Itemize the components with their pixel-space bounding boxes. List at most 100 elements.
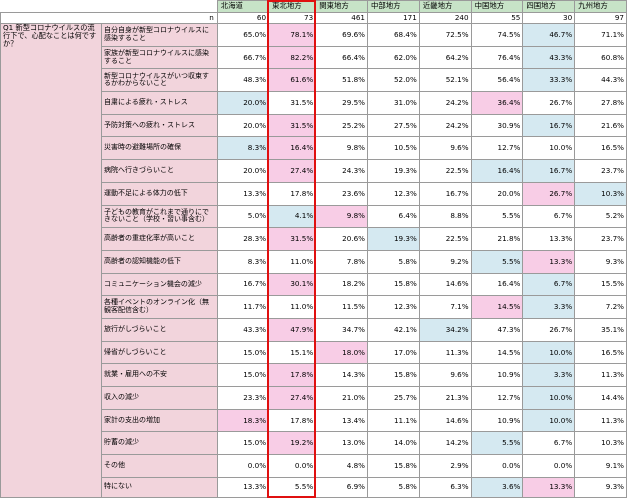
percent-cell: 11.3% — [574, 408, 627, 433]
sample-size-value: 240 — [418, 12, 472, 24]
percent-cell: 14.6% — [418, 408, 472, 433]
percent-cell: 19.2% — [268, 431, 317, 456]
table-row: Q1 新型コロナウイルスの流行下で、心配なことは何ですか？ 自分自身が新型コロナウ… — [0, 23, 627, 498]
percent-cell: 16.4% — [470, 272, 524, 297]
percent-cell: 61.6% — [268, 68, 317, 93]
percent-cell: 60.8% — [574, 45, 627, 70]
percent-cell: 72.5% — [418, 23, 472, 47]
percent-cell: 52.0% — [366, 68, 420, 93]
sample-size-value: 97 — [574, 12, 627, 24]
percent-cell: 10.0% — [522, 386, 576, 410]
percent-cell: 27.8% — [574, 91, 627, 115]
percent-cell: 76.4% — [470, 45, 524, 70]
percent-cell: 31.5% — [268, 227, 317, 251]
percent-cell: 56.4% — [470, 68, 524, 93]
region-header: 中部地方 — [366, 0, 420, 13]
answer-option-label: その他 — [100, 454, 218, 478]
percent-cell: 7.8% — [315, 249, 368, 274]
percent-cell: 16.7% — [522, 113, 576, 138]
percent-cell: 10.9% — [470, 363, 524, 387]
percent-cell: 27.5% — [366, 113, 420, 138]
sample-size-value: 30 — [522, 12, 576, 24]
percent-cell: 25.2% — [315, 113, 368, 138]
percent-cell: 4.1% — [268, 204, 317, 229]
sample-size-value: 171 — [366, 12, 420, 24]
percent-cell: 74.5% — [470, 23, 524, 47]
percent-cell: 29.5% — [315, 91, 368, 115]
percent-cell: 2.9% — [418, 454, 472, 478]
percent-cell: 8.3% — [216, 136, 270, 161]
table-row: 各種イベントのオンライン化（無観客配信含む） 11.7% 11.0% 11.5% 12.… — [1, 295, 627, 319]
table-row: 収入の減少 23.3% 27.4% 21.0% 25.7% 21.3% 12.7% 10.0%… — [1, 386, 627, 410]
percent-cell: 27.4% — [268, 386, 317, 410]
percent-cell: 19.3% — [366, 227, 420, 251]
answer-option-label: 収入の減少 — [100, 386, 218, 410]
percent-cell: 27.4% — [268, 159, 317, 183]
answer-option-label: 自粛による疲れ・ストレス — [100, 91, 218, 115]
percent-cell: 43.3% — [216, 317, 270, 342]
percent-cell: 18.2% — [315, 272, 368, 297]
percent-cell: 11.3% — [574, 363, 627, 387]
percent-cell: 10.9% — [470, 408, 524, 433]
percent-cell: 12.3% — [366, 181, 420, 206]
percent-cell: 23.7% — [574, 159, 627, 183]
percent-cell: 9.8% — [315, 204, 368, 229]
sample-size-label: n — [0, 12, 218, 24]
percent-cell: 33.3% — [522, 68, 576, 93]
percent-cell: 14.5% — [470, 295, 524, 319]
sample-size-value: 461 — [315, 12, 368, 24]
table-row: 家計の支出の増加 18.3% 17.8% 13.4% 11.1% 14.6% 10.9% 10… — [1, 408, 627, 433]
percent-cell: 5.2% — [574, 204, 627, 229]
table-row: 就業・雇用への不安 15.0% 17.8% 14.3% 15.8% 9.6% 10.9% 3.… — [1, 363, 627, 387]
percent-cell: 13.0% — [315, 431, 368, 456]
percent-cell: 12.7% — [470, 136, 524, 161]
percent-cell: 47.3% — [470, 317, 524, 342]
percent-cell: 3.6% — [470, 476, 524, 498]
region-header: 中国地方 — [470, 0, 524, 13]
region-header: 四国地方 — [522, 0, 576, 13]
percent-cell: 15.8% — [366, 454, 420, 478]
percent-cell: 16.7% — [418, 181, 472, 206]
answer-option-label: 各種イベントのオンライン化（無観客配信含む） — [100, 295, 218, 319]
percent-cell: 7.2% — [574, 295, 627, 319]
percent-cell: 18.3% — [216, 408, 270, 433]
percent-cell: 21.8% — [470, 227, 524, 251]
percent-cell: 31.5% — [268, 91, 317, 115]
percent-cell: 14.0% — [366, 431, 420, 456]
percent-cell: 20.0% — [216, 113, 270, 138]
percent-cell: 23.3% — [216, 386, 270, 410]
percent-cell: 9.6% — [418, 136, 472, 161]
region-header: 近畿地方 — [418, 0, 472, 13]
corner-cell — [0, 0, 218, 13]
percent-cell: 10.0% — [522, 136, 576, 161]
percent-cell: 22.5% — [418, 159, 472, 183]
percent-cell: 13.3% — [522, 476, 576, 498]
percent-cell: 69.6% — [315, 23, 368, 47]
percent-cell: 66.7% — [216, 45, 270, 70]
percent-cell: 30.1% — [268, 272, 317, 297]
percent-cell: 9.6% — [418, 363, 472, 387]
region-header: 東北地方 — [268, 0, 317, 13]
percent-cell: 10.0% — [522, 408, 576, 433]
table-row: 貯蓄の減少 15.0% 19.2% 13.0% 14.0% 14.2% 5.5% 6.7% 10… — [1, 431, 627, 456]
percent-cell: 15.0% — [216, 363, 270, 387]
percent-cell: 15.0% — [216, 340, 270, 365]
percent-cell: 82.2% — [268, 45, 317, 70]
percent-cell: 6.9% — [315, 476, 368, 498]
percent-cell: 65.0% — [216, 23, 270, 47]
percent-cell: 15.8% — [366, 272, 420, 297]
percent-cell: 44.3% — [574, 68, 627, 93]
percent-cell: 12.3% — [366, 295, 420, 319]
percent-cell: 14.2% — [418, 431, 472, 456]
percent-cell: 17.8% — [268, 363, 317, 387]
percent-cell: 46.7% — [522, 23, 576, 47]
percent-cell: 78.1% — [268, 23, 317, 47]
answer-option-label: 子どもの教育がこれまで通りにできないこと（学校・習い事含む） — [100, 204, 218, 229]
percent-cell: 7.1% — [418, 295, 472, 319]
percent-cell: 14.3% — [315, 363, 368, 387]
percent-cell: 17.8% — [268, 181, 317, 206]
percent-cell: 26.7% — [522, 91, 576, 115]
percent-cell: 11.5% — [315, 295, 368, 319]
percent-cell: 16.7% — [216, 272, 270, 297]
table-row: 旅行がしづらいこと 43.3% 47.9% 34.7% 42.1% 34.2% 47.3% 2… — [1, 317, 627, 342]
